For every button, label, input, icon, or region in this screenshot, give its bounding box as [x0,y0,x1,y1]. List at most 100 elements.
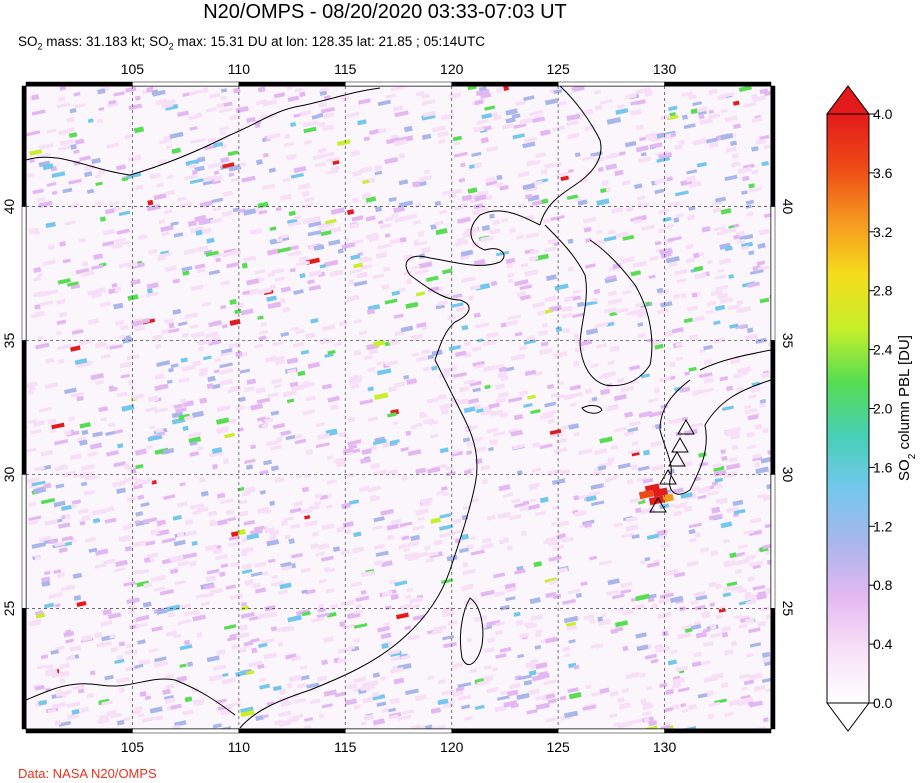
so2-pixel [529,111,539,117]
so2-pixel [759,398,767,404]
so2-pixel [308,269,322,278]
so2-pixel [184,312,199,320]
so2-pixel [220,280,230,286]
so2-pixel [718,257,732,265]
so2-pixel [86,451,99,457]
so2-pixel [40,654,49,660]
so2-pixel [34,555,41,561]
so2-pixel [713,320,721,326]
so2-pixel [243,385,255,393]
so2-pixel [273,92,286,99]
so2-pixel [439,402,453,410]
so2-pixel [126,172,142,179]
so2-pixel [294,438,307,445]
so2-pixel [137,639,146,645]
so2-pixel [705,309,714,315]
so2-pixel [394,110,409,118]
so2-pixel [537,672,550,680]
so2-pixel [207,375,216,383]
so2-pixel [276,626,286,633]
so2-pixel [183,247,197,256]
so2-pixel [254,268,266,275]
so2-pixel [206,655,220,663]
so2-pixel [198,137,206,143]
so2-pixel [161,537,176,544]
so2-pixel [736,300,744,306]
so2-pixel [405,430,412,437]
so2-pixel [414,268,430,275]
so2-pixel [287,614,302,623]
so2-pixel [614,307,629,314]
frame-segment [21,340,27,475]
so2-pixel [268,167,276,173]
so2-pixel [741,245,749,251]
so2-pixel [284,534,291,540]
so2-pixel [289,507,302,514]
so2-pixel [229,593,244,601]
so2-pixel [721,405,734,412]
so2-pixel [173,633,182,639]
so2-pixel [319,263,327,269]
so2-pixel [544,401,557,408]
so2-pixel [264,604,276,612]
so2-pixel [568,692,582,700]
so2-pixel [102,240,115,247]
so2-pixel [535,510,547,516]
frame-segment [25,81,133,87]
so2-pixel [710,672,724,680]
so2-pixel [610,445,619,451]
so2-pixel [64,541,73,547]
so2-pixel [373,164,383,172]
so2-pixel [176,675,188,683]
so2-pixel [610,628,619,635]
so2-pixel [91,508,107,516]
so2-pixel [590,483,603,490]
so2-pixel [66,116,75,123]
so2-pixel [721,631,729,638]
so2-pixel [736,386,744,393]
so2-pixel [569,384,582,391]
so2-pixel [42,259,56,267]
so2-pixel [153,193,167,201]
so2-pixel [495,383,506,390]
so2-pixel [688,94,697,100]
so2-pixel [287,220,302,227]
so2-pixel [646,561,660,568]
so2-pixel [607,290,617,297]
so2-pixel [490,280,498,287]
so2-pixel [522,183,536,191]
so2-pixel [391,290,401,296]
so2-pixel [325,156,341,163]
so2-pixel [250,403,263,411]
so2-pixel [480,589,495,597]
so2-pixel [80,481,88,487]
so2-pixel [571,86,582,91]
so2-pixel [473,258,486,266]
so2-pixel [164,683,175,690]
so2-pixel [300,349,310,355]
so2-pixel [288,210,296,217]
so2-pixel [543,679,557,686]
so2-pixel [635,302,646,308]
so2-pixel [439,447,449,454]
so2-pixel [441,268,453,275]
so2-pixel [290,121,297,127]
so2-pixel [406,587,414,593]
so2-pixel [126,464,136,471]
so2-pixel [409,596,423,604]
so2-pixel [495,250,510,257]
so2-pixel [404,625,412,631]
so2-pixel [404,688,419,696]
so2-pixel [418,724,433,729]
so2-pixel [155,98,168,106]
so2-pixel [202,87,209,93]
so2-pixel [692,252,700,259]
so2-pixel [636,476,648,482]
so2-pixel [369,444,377,451]
so2-pixel [659,376,671,383]
so2-pixel [526,335,536,341]
so2-pixel [280,520,289,527]
so2-pixel [407,449,422,457]
so2-pixel [164,103,179,111]
so2-pixel [38,143,54,150]
